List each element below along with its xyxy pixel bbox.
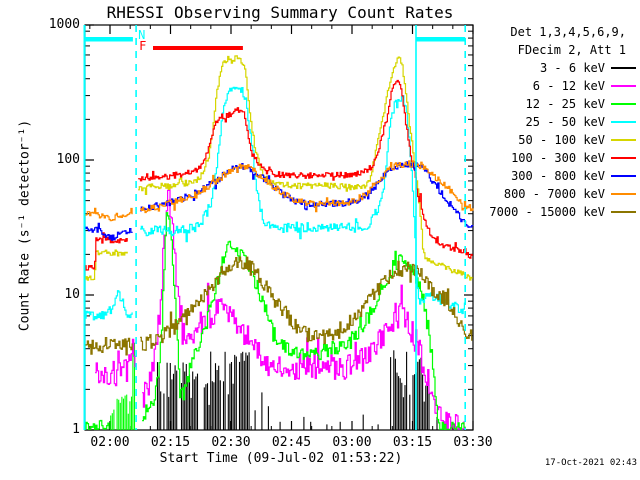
x-tick-label: 03:15 <box>392 435 433 450</box>
legend-swatch <box>611 211 636 213</box>
legend-row: 7000 - 15000 keV <box>470 203 640 221</box>
legend-label: 800 - 7000 keV <box>503 187 605 201</box>
x-tick-label: 02:30 <box>211 435 251 450</box>
x-axis-label: Start Time (09-Jul-02 01:53:22) <box>159 451 403 466</box>
legend-row: 12 - 25 keV <box>470 95 640 113</box>
x-tick-label: 02:45 <box>271 435 312 450</box>
legend-rows: 3 - 6 keV 6 - 12 keV 12 - 25 keV 25 - 50 ke… <box>470 59 640 221</box>
plot-timestamp: 17-Oct-2021 02:43 <box>544 458 637 468</box>
legend-row: 50 - 100 keV <box>470 131 640 149</box>
x-tick-label: 02:15 <box>150 435 191 450</box>
y-tick-label: 1 <box>72 422 80 437</box>
legend-label: 3 - 6 keV <box>539 61 605 75</box>
legend-label: 6 - 12 keV <box>532 79 605 93</box>
legend-swatch <box>611 67 636 69</box>
legend-row: 100 - 300 keV <box>470 149 640 167</box>
legend-swatch <box>611 85 636 87</box>
legend-label: 50 - 100 keV <box>518 133 605 147</box>
legend-decim-line: FDecim 2, Att 1 <box>517 43 626 57</box>
legend-row: 800 - 7000 keV <box>470 185 640 203</box>
legend-swatch <box>611 157 636 159</box>
x-tick-label: 03:00 <box>332 435 372 450</box>
legend-swatch <box>611 139 636 141</box>
y-axis-label: Count Rate (s⁻¹ detector⁻¹) <box>17 119 33 332</box>
night-flag-label: N <box>138 28 146 42</box>
legend-label: 100 - 300 keV <box>511 151 605 165</box>
legend-detector-line: Det 1,3,4,5,6,9, <box>510 25 626 39</box>
legend-row: 300 - 800 keV <box>470 167 640 185</box>
legend-label: 12 - 25 keV <box>525 97 605 111</box>
legend-swatch <box>611 193 636 195</box>
x-tick-label: 03:30 <box>453 435 493 450</box>
y-tick-label: 1000 <box>48 17 80 32</box>
legend-label: 300 - 800 keV <box>511 169 605 183</box>
legend-row: 25 - 50 keV <box>470 113 640 131</box>
legend-swatch <box>611 121 636 123</box>
y-tick-label: 10 <box>64 287 80 302</box>
chart-title: RHESSI Observing Summary Count Rates <box>106 3 454 22</box>
legend-row: 3 - 6 keV <box>470 59 640 77</box>
legend-label: 7000 - 15000 keV <box>489 205 605 219</box>
legend-row: 6 - 12 keV <box>470 77 640 95</box>
x-tick-label: 02:00 <box>90 435 130 450</box>
legend-swatch <box>611 175 636 177</box>
legend-swatch <box>611 103 636 105</box>
flare-flag-label: F <box>139 39 147 53</box>
legend: Det 1,3,4,5,6,9, FDecim 2, Att 1 3 - 6 k… <box>470 23 640 221</box>
legend-label: 25 - 50 keV <box>525 115 605 129</box>
y-tick-label: 100 <box>56 152 80 167</box>
